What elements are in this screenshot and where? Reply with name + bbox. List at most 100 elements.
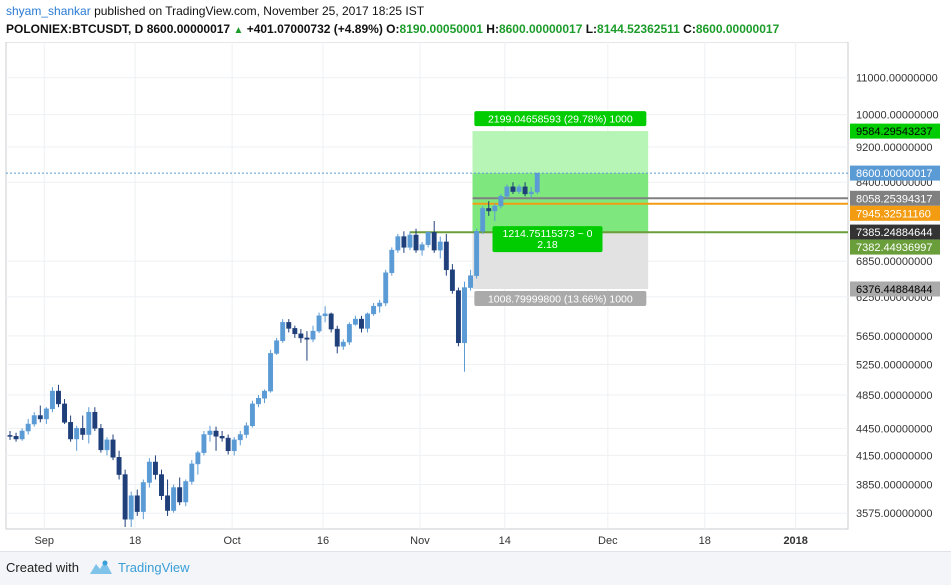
candle-body [352, 318, 358, 325]
candle-body [292, 328, 298, 335]
price-label: 8058.25394317 [856, 193, 932, 205]
center-label-line1: 1214.75115373 ~ 0 [502, 228, 592, 240]
candle-body [116, 457, 122, 475]
price-label-box [850, 165, 940, 181]
last-price: 8600.00000017 [146, 22, 231, 36]
candle-body [340, 341, 346, 347]
price-label: 7385.24884644 [856, 227, 932, 239]
x-tick-label: 18 [699, 535, 711, 547]
x-tick-label: 16 [317, 535, 329, 547]
candle-body [359, 318, 364, 329]
symbol-label: POLONIEX:BTCUSDT, D [6, 22, 144, 36]
candle-body [231, 439, 237, 452]
candle-body [165, 495, 171, 511]
created-with-text: Created with [6, 560, 79, 575]
footer: Created with TradingView [0, 551, 951, 585]
candle-body [225, 437, 231, 452]
x-tick-label: 18 [129, 535, 141, 547]
candle-body [413, 234, 419, 251]
price-label-box [850, 205, 940, 221]
price-label-box [850, 281, 940, 297]
profit-label-box [474, 111, 647, 127]
candlestick-chart[interactable]: 11000.00000000 10000.00000000 9200.0000000… [0, 41, 951, 551]
x-tick-label: Dec [598, 535, 618, 547]
candle-body [274, 340, 280, 354]
y-tick-label: 4150.00000000 [856, 450, 932, 462]
x-tick-label: Sep [34, 535, 54, 547]
close-value: 8600.00000017 [695, 22, 780, 36]
price-label-box [850, 239, 940, 255]
candle-body [86, 411, 92, 435]
candle-body [449, 269, 455, 291]
candle-body [31, 415, 37, 425]
candle-body [377, 302, 383, 307]
candle-body [468, 275, 474, 288]
candle-body [395, 236, 401, 251]
candle-body [455, 290, 461, 344]
profit-zone-upper [472, 131, 649, 174]
candle-body [122, 474, 128, 520]
candle-body [304, 337, 310, 340]
candle-body [19, 430, 25, 440]
price-label-box [850, 224, 940, 240]
candle-body [480, 208, 486, 232]
open-label: O: [386, 22, 400, 36]
candle-body [286, 322, 292, 329]
candle-body [56, 390, 61, 405]
x-tick-label: Oct [224, 535, 241, 547]
candle-body [74, 428, 80, 440]
candle-body [237, 434, 243, 441]
price-label-box [850, 123, 940, 139]
author-link[interactable]: shyam_shankar [6, 4, 91, 18]
candle-body [504, 186, 510, 197]
candle-body [189, 463, 195, 482]
open-value: 8190.00050001 [399, 22, 483, 36]
candle-body [134, 495, 140, 512]
center-label-line2: 2.18 [537, 239, 558, 251]
candle-body [383, 272, 389, 304]
candle-body [110, 439, 116, 458]
candle-body [80, 428, 86, 435]
candle-body [516, 186, 522, 192]
candle-body [256, 397, 261, 405]
price-label: 7945.32511160 [856, 208, 931, 220]
candle-body [171, 487, 177, 511]
candle-body [268, 353, 274, 392]
plot-background [5, 41, 849, 530]
candle-body [201, 434, 207, 453]
candle-body [431, 232, 437, 251]
y-tick-label: 5250.00000000 [856, 359, 932, 371]
candle-body [92, 411, 98, 429]
y-tick-label: 3575.00000000 [856, 508, 932, 520]
candle-body [346, 324, 352, 343]
tradingview-logo-icon[interactable] [88, 558, 114, 581]
x-tick-label: Nov [410, 535, 430, 547]
candle-body [310, 330, 316, 340]
low-label: L: [585, 22, 598, 36]
high-value: 8600.00000017 [498, 22, 583, 36]
y-tick-label: 4850.00000000 [856, 390, 932, 402]
candle-body [262, 390, 267, 399]
candle-body [195, 452, 201, 465]
symbol-info: POLONIEX:BTCUSDT, D 8600.00000017 ▲ +401… [6, 22, 779, 36]
chart-area[interactable]: 11000.00000000 10000.00000000 9200.0000000… [0, 41, 951, 551]
candle-body [159, 474, 164, 496]
center-label-box [492, 226, 603, 253]
candle-body [443, 241, 449, 271]
y-tick-label: 4450.00000000 [856, 423, 932, 435]
candle-body [128, 495, 134, 520]
y-tick-label: 9200.00000000 [856, 142, 932, 154]
candle-body [98, 428, 104, 451]
y-tick-label: 11000.00000000 [856, 73, 938, 85]
profit-label: 2199.04658593 (29.78%) 1000 [488, 114, 633, 126]
candle-body [25, 423, 31, 432]
candle-body [371, 305, 377, 315]
tradingview-brand-link[interactable]: TradingView [118, 560, 190, 575]
published-text: published on TradingView.com, November 2… [94, 4, 425, 18]
candle-body [152, 461, 158, 475]
candle-body [37, 415, 43, 420]
y-tick-label: 5650.00000000 [856, 331, 932, 343]
candle-body [207, 430, 213, 435]
publish-info: shyam_shankar published on TradingView.c… [6, 4, 424, 18]
candle-body [68, 422, 74, 440]
